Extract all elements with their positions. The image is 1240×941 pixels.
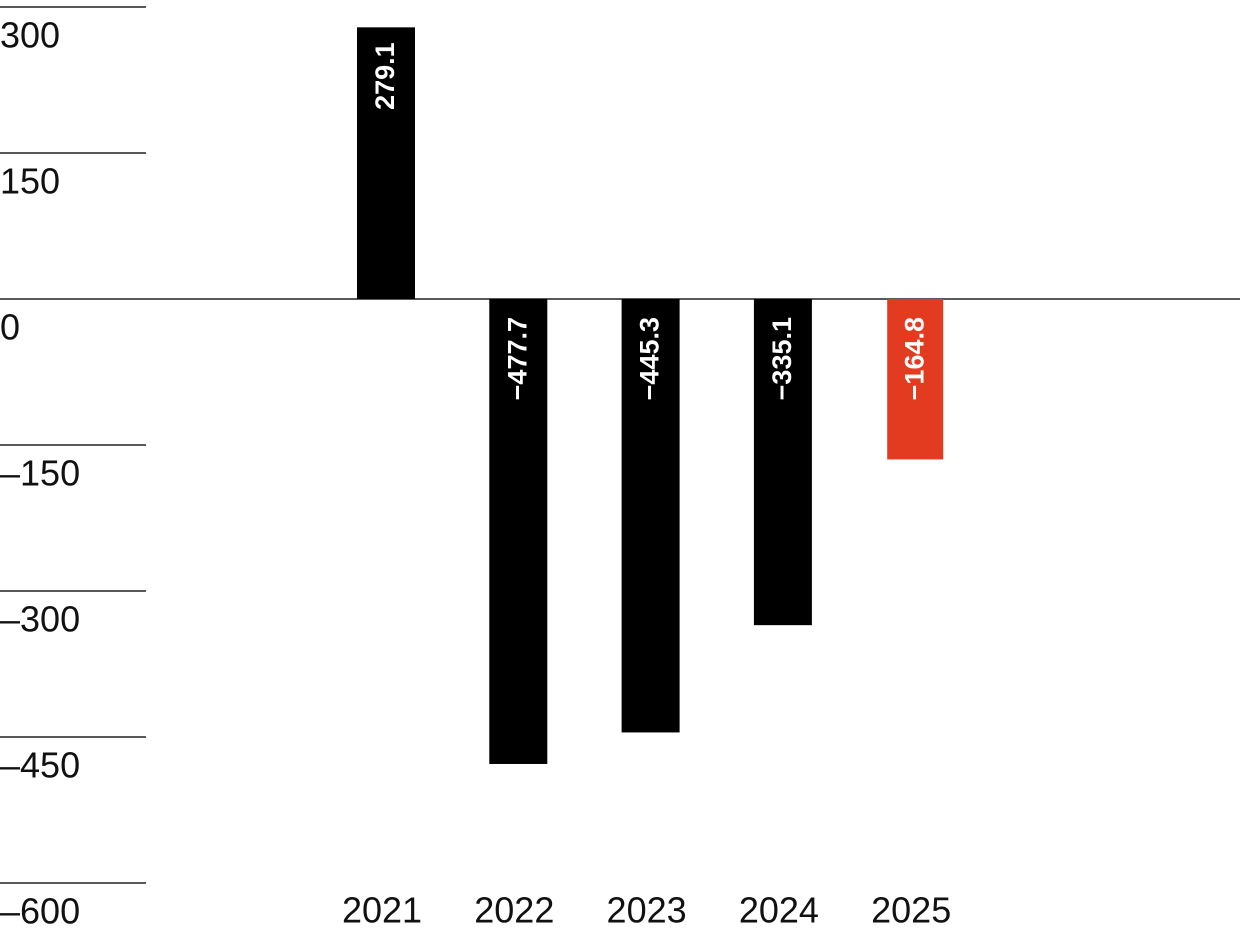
value-label: 279.1 xyxy=(370,42,400,110)
bar xyxy=(753,299,812,626)
y-tick-label: 150 xyxy=(0,161,60,202)
x-tick-label: 2025 xyxy=(871,890,951,931)
y-tick-label: 300 xyxy=(0,15,60,56)
value-label: −477.7 xyxy=(502,317,532,400)
value-label: −445.3 xyxy=(635,317,665,400)
y-tick-label: 0 xyxy=(0,307,20,348)
bar xyxy=(357,27,415,300)
value-label: −164.8 xyxy=(899,317,929,400)
bar xyxy=(489,299,548,764)
x-tick-label: 2022 xyxy=(474,890,554,931)
bar xyxy=(621,299,680,733)
x-tick-label: 2021 xyxy=(342,890,422,931)
y-tick-label: –600 xyxy=(0,891,80,932)
bar xyxy=(887,299,944,460)
y-tick-label: –300 xyxy=(0,599,80,640)
y-tick-label: –150 xyxy=(0,453,80,494)
value-label: −335.1 xyxy=(767,317,797,400)
x-tick-label: 2023 xyxy=(607,890,687,931)
y-tick-label: –450 xyxy=(0,745,80,786)
x-tick-label: 2024 xyxy=(739,890,819,931)
